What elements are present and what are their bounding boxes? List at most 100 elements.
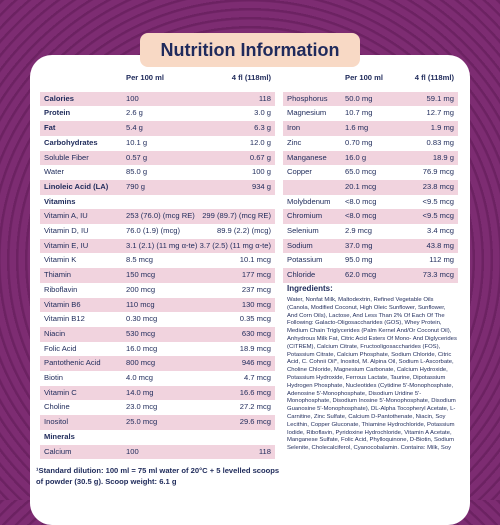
nutrient-name: Inositol [44,417,69,427]
nutrient-value: 3.0 g [254,108,271,118]
nutrient-value: 23.0 mcg [126,402,158,412]
nutrient-name: Protein [44,108,71,118]
ingredients-text: Water, Nonfat Milk, Maltodextrin, Refine… [287,297,457,452]
nutrient-value: 73.3 mcg [422,270,454,280]
nutrient-value: 1.9 mg [430,123,454,133]
nutrient-name: Linoleic Acid (LA) [44,181,109,191]
nutrient-value: 100 [126,446,139,456]
nutrient-value: 100 g [251,167,271,177]
nutrient-value: 4.7 mcg [243,373,271,382]
table-row: Phosphorus 50.0 mg 59.1 mg [283,91,458,107]
table-row: Niacin 530 mcg 630 mcg [40,326,275,342]
nutrient-value: 18.9 mcg [239,343,271,353]
nutrient-name: Vitamin E, IU [44,240,89,250]
nutrient-value: 62.0 mcg [345,270,377,280]
nutrient-value: 16.6 mcg [239,387,271,397]
nutrient-value: 3.4 mcg [426,226,454,235]
table-row: Vitamin E, IU 3.1 (2.1) (11 mg α-te) 3.7 (… [40,238,275,254]
table-row: Calcium 100 118 [40,444,275,460]
nutrient-value: 630 mcg [241,328,271,338]
nutrient-name: Vitamin K [44,255,77,265]
nutrient-name: Fat [44,123,56,133]
nutrient-value: 0.70 mg [345,137,373,147]
nutrient-value: 150 mcg [126,270,156,280]
table-row: Molybdenum <8.0 mcg <9.5 mcg [283,195,458,210]
nutrient-name: Copper [287,167,312,177]
nutrient-value: 0.30 mcg [126,314,158,324]
nutrient-value: 12.7 mg [426,108,454,118]
ingredients-heading: Ingredients: [287,284,333,293]
nutrient-value: 37.0 mg [345,240,373,250]
nutrient-name: Vitamin C [44,387,77,397]
nutrient-name: Minerals [44,431,75,441]
nutrient-name: Niacin [44,328,66,338]
nutrient-name: Molybdenum [287,196,331,206]
nutrient-name: Zinc [287,137,302,147]
nutrient-value: 790 g [126,181,146,191]
table-row: Riboflavin 200 mcg 237 mcg [40,283,275,298]
nutrient-name: Vitamin B6 [44,299,81,309]
nutrient-name: Folic Acid [44,343,77,353]
table-row: Choline 23.0 mcg 27.2 mcg [40,400,275,415]
nutrient-value: <8.0 mcg [345,196,377,206]
nutrient-value: 237 mcg [241,284,271,294]
table-row: Linoleic Acid (LA) 790 g 934 g [40,179,275,195]
table-row: Calories 100 118 [40,91,275,107]
nutrient-name: Manganese [287,152,327,162]
nutrient-value: 118 [258,446,271,456]
nutrient-name: Sodium [287,240,313,250]
nutrient-value: 16.0 mcg [126,343,158,353]
table-row: Pantothenic Acid 800 mcg 946 mcg [40,356,275,371]
table-header: Per 100 ml 4 fl (118ml) [283,71,458,86]
table-row: Vitamin B12 0.30 mcg 0.35 mcg [40,312,275,327]
title: Nutrition Information [140,33,360,67]
nutrient-value: 50.0 mg [345,93,373,103]
table-row: Protein 2.6 g 3.0 g [40,106,275,121]
table-row: Inositol 25.0 mcg 29.6 mcg [40,415,275,430]
nutrient-name: Soluble Fiber [44,152,89,162]
table-row: Biotin 4.0 mcg 4.7 mcg [40,371,275,386]
nutrient-name: Biotin [44,373,63,382]
nutrient-name: Vitamin D, IU [44,226,89,235]
nutrient-value: 934 g [251,181,271,191]
nutrient-name: Phosphorus [287,93,328,103]
nutrient-value: 5.4 g [126,123,143,133]
nutrient-value: <9.5 mcg [422,196,454,206]
nutrient-name: Carbohydrates [44,137,98,147]
nutrient-value: 25.0 mcg [126,417,158,427]
table-row: Potassium 95.0 mg 112 mg [283,253,458,268]
page: {"title": "Nutrition Information", "left… [0,0,500,500]
nutrient-value: 118 [258,93,271,103]
nutrient-value: 59.1 mg [426,93,454,103]
table-row: Fat 5.4 g 6.3 g [40,121,275,136]
nutrient-value: 43.8 mg [426,240,454,250]
nutrient-value: 4.0 mcg [126,373,154,382]
nutrient-value: 29.6 mcg [239,417,271,427]
column-header: 4 fl (118ml) [414,73,454,82]
nutrient-value: 530 mcg [126,328,156,338]
nutrient-value: 110 mcg [126,299,155,309]
table-row: Chromium <8.0 mcg <9.5 mcg [283,209,458,224]
nutrient-value: 10.7 mg [345,108,373,118]
table-row: Vitamin C 14.0 mg 16.6 mcg [40,385,275,401]
nutrient-value: 2.9 mcg [345,226,373,235]
nutrient-name: Choline [44,402,70,412]
nutrient-name: Water [44,167,64,177]
table-row: Carbohydrates 10.1 g 12.0 g [40,136,275,151]
nutrient-value: 18.9 g [432,152,454,162]
nutrient-name: Thiamin [44,270,72,280]
nutrient-name: Selenium [287,226,319,235]
table-row: Magnesium 10.7 mg 12.7 mg [283,106,458,121]
nutrient-value: 12.0 g [249,137,271,147]
nutrient-value: 8.5 mcg [126,255,154,265]
nutrient-value: 89.9 (2.2) (mcg) [216,226,271,235]
nutrient-value: 200 mcg [126,284,156,294]
table-row: Vitamin B6 110 mcg 130 mcg [40,297,275,313]
table-row: Manganese 16.0 g 18.9 g [283,150,458,166]
table-row: Zinc 0.70 mg 0.83 mg [283,136,458,151]
nutrient-value: 800 mcg [126,358,156,368]
nutrient-name: Magnesium [287,108,327,118]
table-row: Thiamin 150 mcg 177 mcg [40,268,275,283]
nutrient-name: Potassium [287,255,323,265]
nutrient-value: 3.1 (2.1) (11 mg α-te) [126,240,198,250]
